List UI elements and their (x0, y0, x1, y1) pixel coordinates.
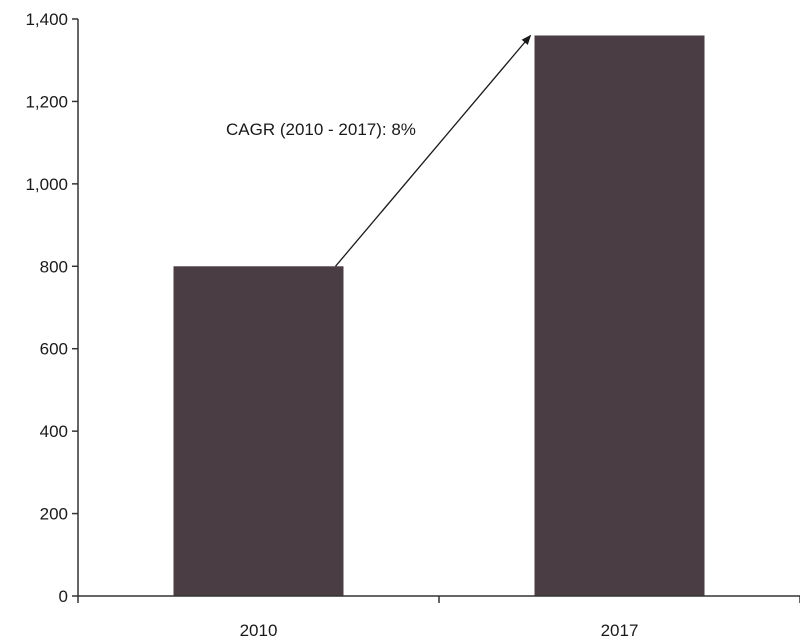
y-tick-label: 1,000 (25, 175, 68, 194)
x-tick-label: 2017 (601, 621, 639, 640)
bar-2017 (534, 35, 705, 596)
y-tick-label: 0 (59, 587, 68, 606)
y-tick-label: 800 (40, 257, 68, 276)
y-tick-label: 600 (40, 340, 68, 359)
axes-group: 0 200 400 600 800 1,000 1,200 1,400 2010 2017 (25, 10, 800, 640)
y-tick-label: 400 (40, 422, 68, 441)
cagr-annotation: CAGR (2010 - 2017): 8% (226, 120, 416, 139)
y-tick-label: 200 (40, 505, 68, 524)
annotations-group: CAGR (2010 - 2017): 8% (226, 34, 532, 267)
x-tick-label: 2010 (240, 621, 278, 640)
bars-group (173, 35, 705, 596)
bar-2010 (173, 266, 344, 596)
y-tick-label: 1,400 (25, 10, 68, 29)
cagr-arrow (335, 34, 532, 267)
y-tick-label: 1,200 (25, 92, 68, 111)
